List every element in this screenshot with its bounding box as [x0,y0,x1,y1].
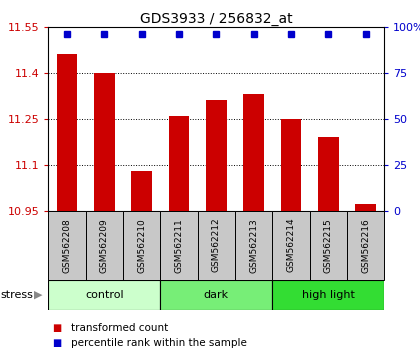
Bar [206,100,226,211]
Bar [272,280,384,310]
Bar [272,211,310,280]
Bar [355,205,376,211]
Bar [86,211,123,280]
Text: percentile rank within the sample: percentile rank within the sample [71,338,247,348]
Bar [281,119,301,211]
Bar [310,211,347,280]
Text: GSM562213: GSM562213 [249,218,258,273]
Text: ■: ■ [52,323,62,333]
Bar [94,73,115,211]
Text: GSM562212: GSM562212 [212,218,221,273]
Text: GSM562209: GSM562209 [100,218,109,273]
Bar [48,211,86,280]
Bar [131,171,152,211]
Bar [57,54,77,211]
Bar [243,94,264,211]
Bar [160,211,198,280]
Text: ■: ■ [52,338,62,348]
Text: GSM562210: GSM562210 [137,218,146,273]
Bar [123,211,160,280]
Text: ▶: ▶ [34,290,42,300]
Bar [198,211,235,280]
Bar [160,280,272,310]
Text: GSM562216: GSM562216 [361,218,370,273]
Bar [169,115,189,211]
Text: control: control [85,290,123,300]
Bar [48,280,160,310]
Title: GDS3933 / 256832_at: GDS3933 / 256832_at [140,12,293,25]
Text: GSM562215: GSM562215 [324,218,333,273]
Text: GSM562208: GSM562208 [63,218,71,273]
Text: GSM562214: GSM562214 [286,218,295,273]
Bar [347,211,384,280]
Bar [318,137,339,211]
Text: transformed count: transformed count [71,323,169,333]
Bar [235,211,272,280]
Text: dark: dark [204,290,229,300]
Text: high light: high light [302,290,355,300]
Text: GSM562211: GSM562211 [174,218,184,273]
Text: stress: stress [0,290,33,300]
